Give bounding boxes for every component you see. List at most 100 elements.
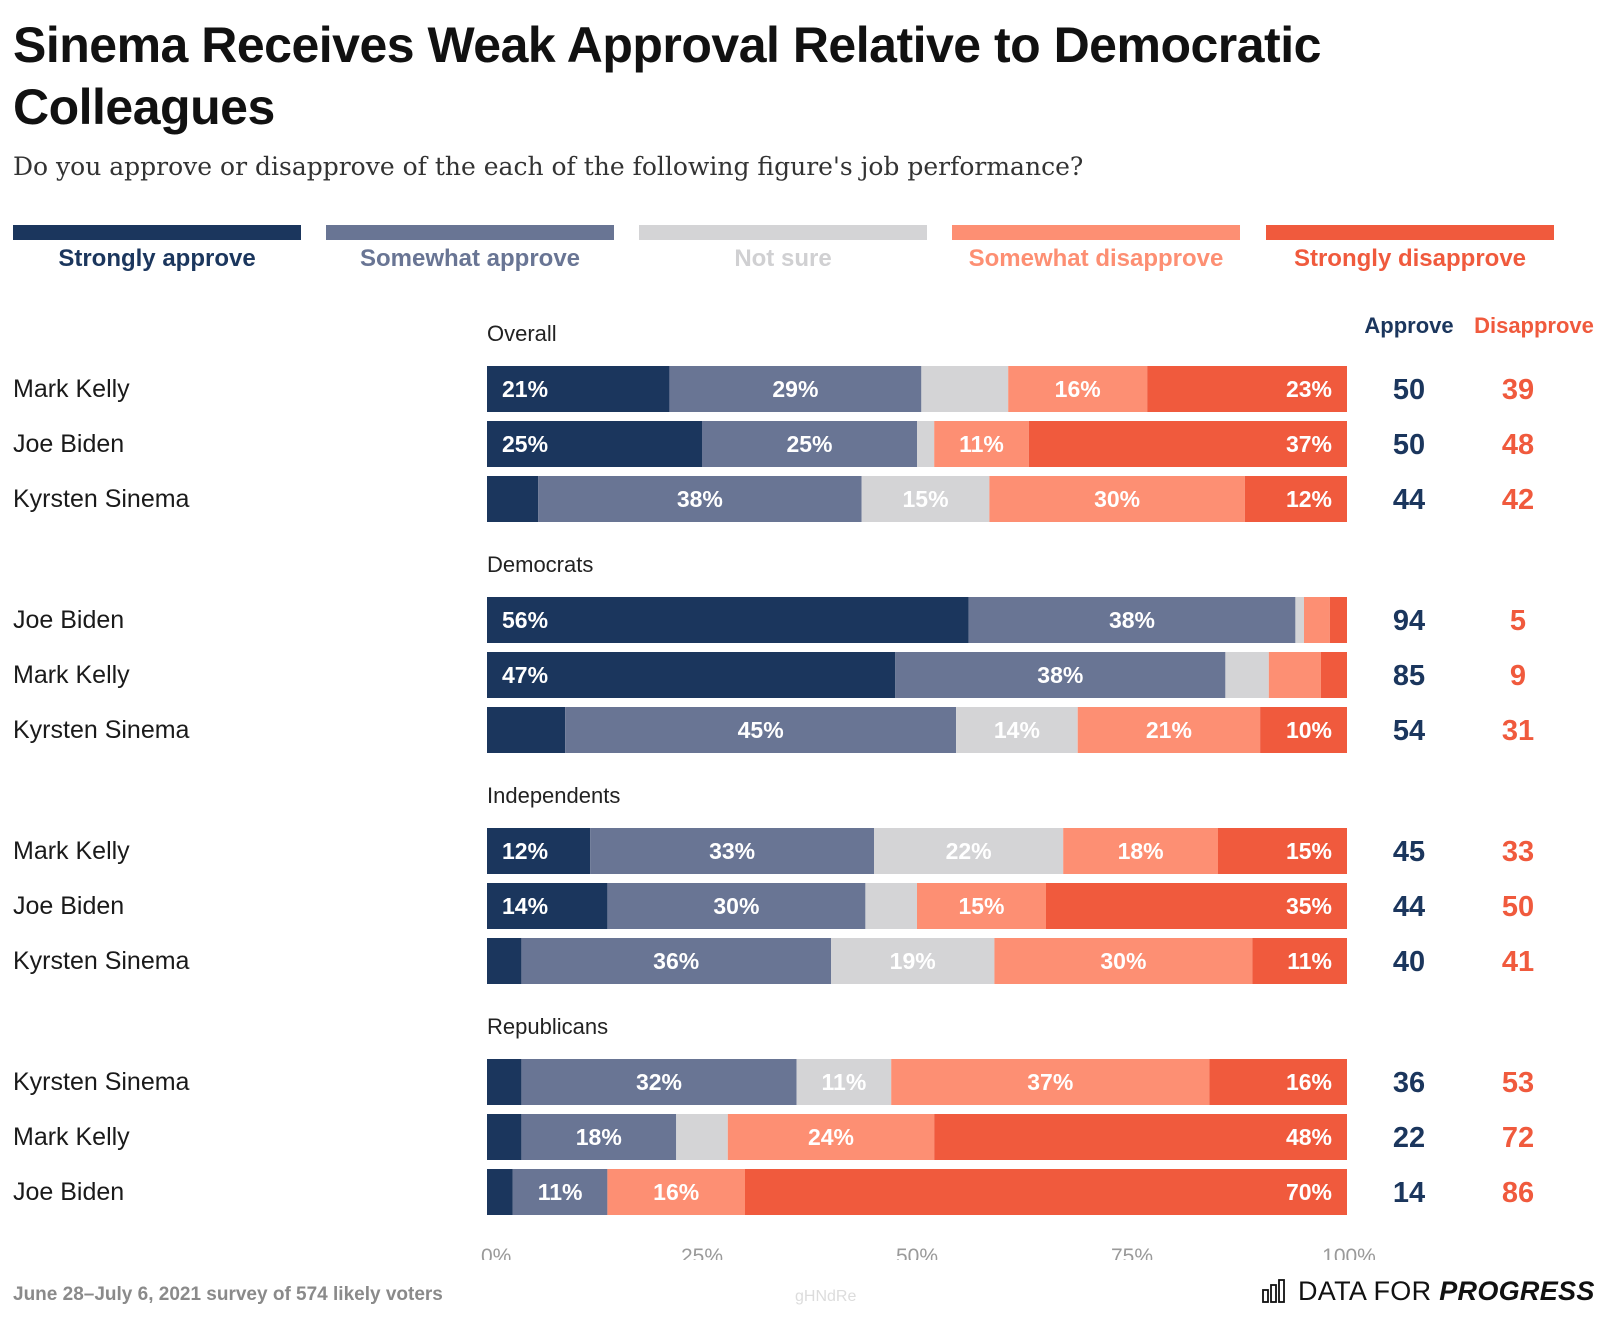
group-header: Overall bbox=[487, 321, 557, 346]
approve-total: 36 bbox=[1393, 1067, 1425, 1099]
bar-segment bbox=[487, 597, 969, 643]
row-label: Kyrsten Sinema bbox=[13, 947, 190, 975]
legend-label: Strongly disapprove bbox=[1293, 245, 1527, 272]
bar-segment bbox=[934, 1114, 1347, 1160]
bar-segment bbox=[1304, 597, 1330, 643]
row-label: Mark Kelly bbox=[13, 837, 130, 865]
bar-segment bbox=[994, 938, 1253, 984]
bar-segment bbox=[521, 938, 831, 984]
bar-segment bbox=[934, 421, 1029, 467]
data-label: 56% bbox=[502, 607, 548, 633]
data-label: 11% bbox=[822, 1069, 867, 1095]
bar-segment bbox=[702, 421, 917, 467]
data-label: 18% bbox=[1118, 838, 1164, 864]
legend-label: Strongly approve bbox=[58, 245, 256, 272]
legend-item-not-sure: Not sure bbox=[639, 225, 927, 285]
bar-segment bbox=[1268, 652, 1321, 698]
bar-segment bbox=[796, 1059, 892, 1105]
bar-segment bbox=[487, 707, 566, 753]
row-label: Kyrsten Sinema bbox=[13, 485, 190, 513]
data-label: 11% bbox=[1287, 948, 1332, 974]
data-label: 24% bbox=[808, 1124, 854, 1150]
approve-total: 40 bbox=[1393, 946, 1425, 978]
data-label: 48% bbox=[1286, 1124, 1332, 1150]
bar-segment bbox=[538, 476, 862, 522]
bar-segment bbox=[1320, 652, 1347, 698]
bar-segment bbox=[1244, 476, 1347, 522]
legend-item-somewhat-disapprove: Somewhat disapprove bbox=[952, 225, 1240, 285]
bar-segment bbox=[590, 828, 874, 874]
bar-segment bbox=[565, 707, 957, 753]
legend: Strongly approve Somewhat approve Not su… bbox=[13, 225, 1579, 285]
row-label: Joe Biden bbox=[13, 1178, 124, 1206]
bar-segment bbox=[487, 883, 608, 929]
disapprove-column-header: Disapprove bbox=[1474, 313, 1594, 338]
legend-item-strongly-disapprove: Strongly disapprove bbox=[1266, 225, 1554, 285]
legend-label: Not sure bbox=[734, 245, 832, 272]
data-label: 18% bbox=[576, 1124, 622, 1150]
data-label: 15% bbox=[1286, 838, 1332, 864]
data-label: 32% bbox=[636, 1069, 682, 1095]
disapprove-total: 33 bbox=[1502, 836, 1534, 868]
disapprove-total: 50 bbox=[1502, 891, 1534, 923]
data-label: 10% bbox=[1286, 717, 1332, 743]
bar-segment bbox=[895, 652, 1226, 698]
x-tick-label: 100% bbox=[1322, 1245, 1376, 1260]
data-label: 14% bbox=[994, 717, 1040, 743]
row-label: Mark Kelly bbox=[13, 375, 130, 403]
data-label: 35% bbox=[1286, 893, 1332, 919]
row-label: Joe Biden bbox=[13, 606, 124, 634]
legend-item-strongly-approve: Strongly approve bbox=[13, 225, 301, 285]
stacked-bar-chart: Approve Disapprove Overall Mark Kelly 21% 29%… bbox=[13, 313, 1594, 1260]
data-label: 16% bbox=[1055, 376, 1101, 402]
bar-segment bbox=[1209, 1059, 1347, 1105]
data-label: 30% bbox=[713, 893, 759, 919]
data-label: 30% bbox=[1100, 948, 1146, 974]
bar-segment bbox=[1147, 366, 1347, 412]
bar-segment bbox=[512, 1169, 608, 1215]
row-label: Kyrsten Sinema bbox=[13, 716, 190, 744]
bar-segment bbox=[1260, 707, 1347, 753]
bar-segment bbox=[521, 1114, 677, 1160]
data-label: 70% bbox=[1286, 1179, 1332, 1205]
bar-segment bbox=[487, 1114, 522, 1160]
bar-segment bbox=[669, 366, 922, 412]
disapprove-total: 53 bbox=[1502, 1067, 1534, 1099]
bar-segment bbox=[487, 938, 522, 984]
row-label: Joe Biden bbox=[13, 892, 124, 920]
data-label: 21% bbox=[502, 376, 548, 402]
bar-segment bbox=[487, 828, 591, 874]
approve-total: 50 bbox=[1393, 374, 1425, 406]
bar-segment bbox=[745, 1169, 1347, 1215]
bar-segment bbox=[917, 883, 1046, 929]
data-label: 19% bbox=[890, 948, 936, 974]
legend-label: Somewhat approve bbox=[359, 245, 581, 272]
bar-segment bbox=[1252, 938, 1347, 984]
data-label: 11% bbox=[959, 431, 1004, 457]
row-label: Mark Kelly bbox=[13, 661, 130, 689]
bar-segment bbox=[921, 366, 1009, 412]
bar-segment bbox=[989, 476, 1245, 522]
data-label: 15% bbox=[958, 893, 1004, 919]
approve-total: 44 bbox=[1393, 891, 1425, 923]
watermark: gHNdRe bbox=[795, 1288, 857, 1305]
bar-segment bbox=[607, 1169, 745, 1215]
data-label: 14% bbox=[502, 893, 548, 919]
bar-segment bbox=[968, 597, 1296, 643]
data-label: 38% bbox=[1037, 662, 1083, 688]
data-label: 12% bbox=[1286, 486, 1332, 512]
bar-segment bbox=[727, 1114, 935, 1160]
approve-total: 50 bbox=[1393, 429, 1425, 461]
bar-segment bbox=[1329, 597, 1347, 643]
bar-segment bbox=[917, 421, 935, 467]
legend-swatch bbox=[1266, 225, 1554, 240]
bar-segment bbox=[1218, 828, 1347, 874]
disapprove-total: 42 bbox=[1502, 484, 1534, 516]
group-header: Independents bbox=[487, 783, 620, 808]
bar-segment bbox=[1008, 366, 1148, 412]
bar-segment bbox=[1063, 828, 1218, 874]
approve-total: 22 bbox=[1393, 1122, 1425, 1154]
approve-column-header: Approve bbox=[1364, 313, 1453, 338]
data-label: 30% bbox=[1094, 486, 1140, 512]
bar-chart-icon bbox=[1262, 1279, 1285, 1303]
